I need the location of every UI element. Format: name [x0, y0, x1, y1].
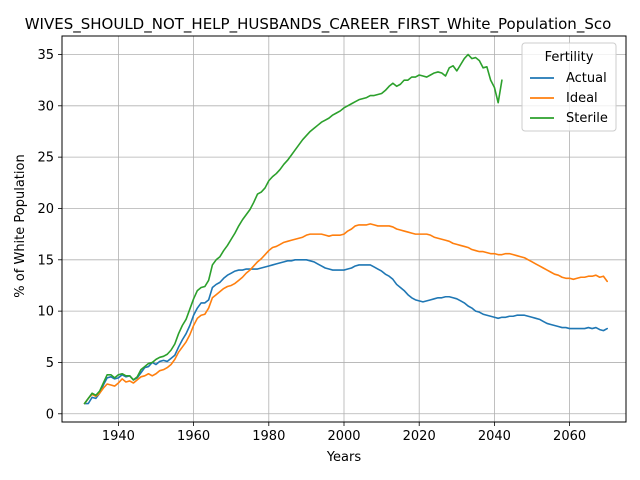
chart-title: WIVES_SHOULD_NOT_HELP_HUSBANDS_CAREER_FI… — [25, 15, 612, 34]
x-tick-label: 1940 — [102, 429, 135, 444]
y-tick-label: 10 — [37, 305, 54, 320]
legend: Fertility Actual Ideal Sterile — [521, 42, 617, 132]
x-tick-label: 2000 — [327, 429, 360, 444]
legend-label-actual: Actual — [566, 71, 607, 86]
y-tick-label: 35 — [37, 48, 54, 63]
y-tick-label: 30 — [37, 99, 54, 114]
x-tick-label: 1960 — [177, 429, 210, 444]
series-layer — [83, 53, 608, 405]
series-line-actual — [83, 259, 608, 405]
tick-layer: 1940 1960 1980 2000 2020 2040 2060 0 5 10 15 20 25 30… — [37, 48, 586, 444]
y-tick-label: 25 — [37, 151, 54, 166]
y-tick-label: 15 — [37, 253, 54, 268]
legend-title: Fertility — [545, 50, 594, 65]
legend-entries: Actual Ideal Sterile — [530, 71, 608, 126]
x-tick-label: 2040 — [478, 429, 511, 444]
y-tick-label: 5 — [46, 356, 54, 371]
y-tick-label: 20 — [37, 202, 54, 217]
series-line-ideal — [83, 223, 608, 405]
grid-layer — [62, 36, 626, 422]
legend-label-ideal: Ideal — [566, 91, 598, 106]
x-axis-label: Years — [326, 450, 362, 465]
legend-label-sterile: Sterile — [566, 111, 608, 126]
legend-box — [521, 42, 617, 132]
x-tick-label: 2020 — [403, 429, 436, 444]
x-tick-label: 1980 — [252, 429, 285, 444]
y-axis-label: % of White Population — [13, 154, 28, 297]
y-tick-label: 0 — [46, 407, 54, 422]
series-line-sterile — [83, 53, 503, 405]
x-tick-label: 2060 — [553, 429, 586, 444]
